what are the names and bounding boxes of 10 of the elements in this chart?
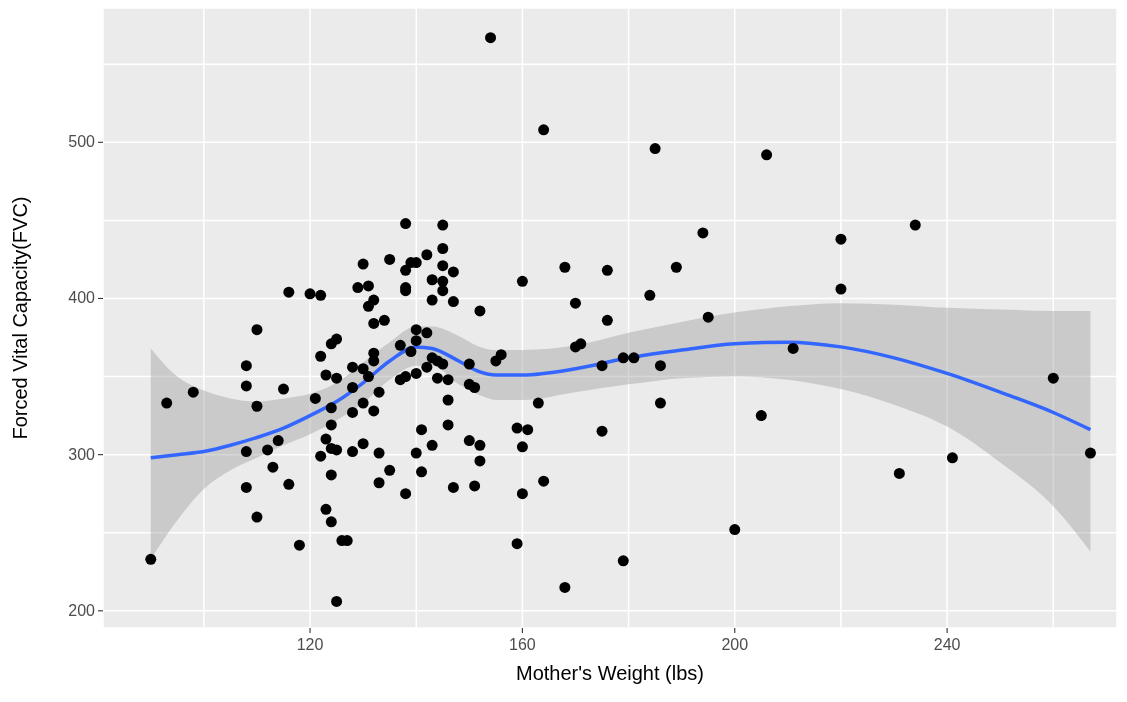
y-tick-label: 200 bbox=[68, 601, 96, 619]
y-tick-label: 500 bbox=[68, 133, 96, 151]
x-tick-label: 240 bbox=[933, 636, 961, 653]
y-tick-label: 300 bbox=[68, 445, 96, 463]
x-tick-label: 200 bbox=[721, 636, 749, 653]
x-tick-label: 120 bbox=[296, 636, 324, 653]
y-axis-title: Forced Vital Capacity(FVC) bbox=[9, 196, 32, 440]
y-tick-label: 400 bbox=[68, 289, 96, 307]
x-axis-title: Mother's Weight (lbs) bbox=[516, 662, 704, 684]
x-tick-label: 160 bbox=[509, 636, 536, 653]
